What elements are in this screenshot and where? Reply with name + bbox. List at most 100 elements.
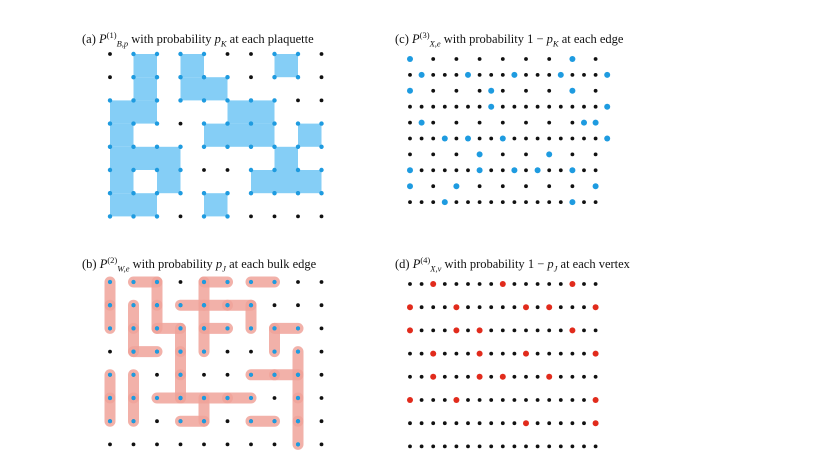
lattice-dot [593,282,598,286]
lattice-dot [225,372,230,377]
bulk-edge [245,276,280,288]
plaquette-corner-dot [272,191,277,196]
edge-endpoint-dot [131,419,136,424]
lattice-dot [131,442,136,447]
edge-error-dot [569,87,576,94]
lattice-dot [500,57,505,61]
edge-endpoint-dot [178,372,183,377]
lattice-dot [442,421,447,426]
edge-endpoint-dot [154,303,160,308]
lattice-dot [442,351,447,356]
lattice-dot [225,349,230,354]
edge-error-dot [592,183,599,190]
edge-error-dot [511,167,518,174]
lattice-dot [454,374,459,379]
plaquette-corner-dot [201,191,207,196]
plaquette-corner-dot [154,167,160,173]
lattice-dot [593,136,598,141]
lattice-dot [225,442,230,447]
lattice-dot [249,349,253,354]
lattice-dot [570,184,575,189]
caption-one-minus: 1 − [527,32,547,46]
caption-text: with probability [128,32,215,46]
plaquette-corner-dot [178,51,183,57]
lattice-dot [466,305,470,310]
plaquette-corner-dot [178,144,183,149]
lattice-dot [489,328,494,333]
edge-endpoint-dot [272,419,277,424]
vertex-error-dot [476,327,483,334]
edge-error-dot [604,71,611,78]
lattice-dot [489,305,494,310]
lattice-dot [454,73,459,77]
lattice-dot [442,305,447,310]
plaquette-corner-dot [225,144,230,149]
lattice-dot [570,152,575,157]
lattice-dot [419,200,424,205]
lattice-a [107,51,324,219]
lattice-dot [419,328,424,333]
vertex-error-dot [407,397,413,403]
lattice-dot [500,200,505,205]
edge-error-dot [546,151,553,158]
lattice-dot [419,351,424,356]
lattice-dot [442,398,447,402]
caption-sub: X,e [429,38,441,49]
lattice-dot [558,444,563,449]
edge-endpoint-dot [178,419,183,424]
lattice-dot [442,374,447,379]
plaquette-corner-dot [201,214,207,219]
lattice-dot [319,349,324,354]
lattice-dot [454,57,459,61]
plaquette-corner-dot [107,98,113,103]
edge-endpoint-dot [295,326,301,331]
vertex-error-dot [407,327,413,334]
plaquette-corner-dot [201,98,207,103]
plaquette-corner-dot [295,51,301,57]
edge-endpoint-dot [295,349,301,354]
lattice-dot [512,305,517,310]
lattice-dot [570,398,575,402]
lattice-dot [593,200,598,205]
lattice-dot [272,303,277,308]
bulk-edge [245,299,257,334]
edge-endpoint-dot [107,395,113,401]
edge-endpoint-dot [107,279,113,285]
edge-endpoint-dot [178,303,183,308]
vertex-error-dots [407,281,599,427]
lattice-dot [454,444,459,449]
lattice-dot [202,168,206,172]
edge-endpoint-dots [107,279,301,447]
lattice-dot [319,326,324,331]
lattice-dot [593,328,598,333]
lattice-dot [442,73,447,77]
edge-endpoint-dot [248,326,254,331]
edge-endpoint-dot [131,303,136,308]
plaquette [251,123,275,147]
plaquette-corner-dot [107,191,113,196]
lattice-dot [547,184,552,189]
plaquette [204,193,228,217]
lattice-dot [108,349,112,354]
lattice-dot [547,57,552,61]
lattice-dot [431,88,436,93]
lattice-dot [319,214,324,219]
lattice-dot [524,184,528,189]
lattice-dot [442,168,447,173]
lattice-dot [155,419,159,424]
lattice-dot [466,104,470,109]
plaquette [110,170,134,194]
plaquette-corner-dot [225,191,230,196]
edge-endpoint-dot [248,372,254,377]
lattice-dot [454,152,459,157]
lattice-dot [477,282,482,286]
plaquette-corner-dot [248,167,254,173]
edge-endpoint-dot [295,372,301,377]
lattice-dot [489,444,494,449]
lattice-dot [454,168,459,173]
lattice-dot [466,444,470,449]
plaquettes [110,54,322,217]
caption-p: p [214,32,221,46]
lattice-dot [477,305,482,310]
plaquette [133,193,157,217]
